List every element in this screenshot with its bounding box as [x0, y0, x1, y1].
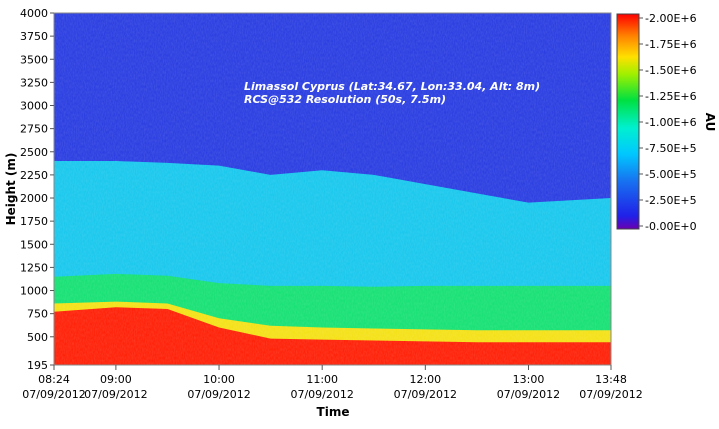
y-tick-label: 3250 [20, 76, 48, 89]
x-tick-date: 07/09/2012 [187, 388, 250, 401]
annotation-location: Limassol Cyprus (Lat:34.67, Lon:33.04, A… [244, 80, 540, 93]
y-tick-label: 3750 [20, 30, 48, 43]
y-tick-label: 3000 [20, 100, 48, 113]
x-tick-date: 07/09/2012 [394, 388, 457, 401]
y-tick-label: 1000 [20, 285, 48, 298]
y-axis-title: Height (m) [4, 153, 18, 226]
y-tick-label: 1500 [20, 238, 48, 251]
heatmap-plot [54, 13, 611, 365]
colorbar-tick-label: -0.00E+0 [645, 220, 697, 233]
x-tick-date: 07/09/2012 [84, 388, 147, 401]
y-tick-label: 750 [27, 308, 48, 321]
colorbar-tick-label: -5.00E+5 [645, 168, 697, 181]
x-tick-time: 13:48 [595, 373, 627, 386]
colorbar-title: AU [703, 113, 717, 132]
colorbar-tick-label: -1.50E+6 [645, 64, 697, 77]
y-tick-label: 2000 [20, 192, 48, 205]
x-tick-time: 08:24 [38, 373, 70, 386]
y-tick-label: 3500 [20, 53, 48, 66]
y-tick-label: 2500 [20, 146, 48, 159]
colorbar-tick-label: -7.50E+5 [645, 142, 697, 155]
colorbar: -2.00E+6 -1.75E+6 -1.50E+6 -1.25E+6 -1.00E+6… [616, 12, 717, 233]
noise-texture [54, 13, 611, 365]
y-tick-label: 2750 [20, 123, 48, 136]
annotation-resolution: RCS@532 Resolution (50s, 7.5m) [244, 93, 446, 106]
y-tick-label: 2250 [20, 169, 48, 182]
y-tick-label: 195 [27, 359, 48, 372]
colorbar-tick-label: -1.75E+6 [645, 38, 697, 51]
y-tick-label: 500 [27, 331, 48, 344]
x-tick-time: 12:00 [409, 373, 441, 386]
x-tick-time: 11:00 [306, 373, 338, 386]
colorbar-gradient [616, 13, 640, 230]
x-tick-time: 09:00 [100, 373, 132, 386]
x-tick-date: 07/09/2012 [290, 388, 353, 401]
y-tick-label: 1750 [20, 215, 48, 228]
colorbar-tick-label: -1.00E+6 [645, 116, 697, 129]
y-tick-label: 1250 [20, 261, 48, 274]
x-axis: 08:24 07/09/2012 09:00 07/09/2012 10:00 07/09… [22, 365, 643, 401]
colorbar-tick-label: -2.00E+6 [645, 12, 697, 25]
x-tick-date: 07/09/2012 [497, 388, 560, 401]
plot-frame [53, 12, 612, 366]
x-tick-time: 13:00 [513, 373, 545, 386]
x-tick-date: 07/09/2012 [22, 388, 85, 401]
x-tick-time: 10:00 [203, 373, 235, 386]
y-tick-label: 4000 [20, 7, 48, 20]
x-axis-title: Time [317, 405, 350, 419]
y-axis: 195 500 750 1000 1250 1500 1750 2000 2250 2500 275… [20, 7, 54, 372]
colorbar-tick-label: -1.25E+6 [645, 90, 697, 103]
colorbar-tick-label: -2.50E+5 [645, 194, 697, 207]
x-tick-date: 07/09/2012 [579, 388, 642, 401]
